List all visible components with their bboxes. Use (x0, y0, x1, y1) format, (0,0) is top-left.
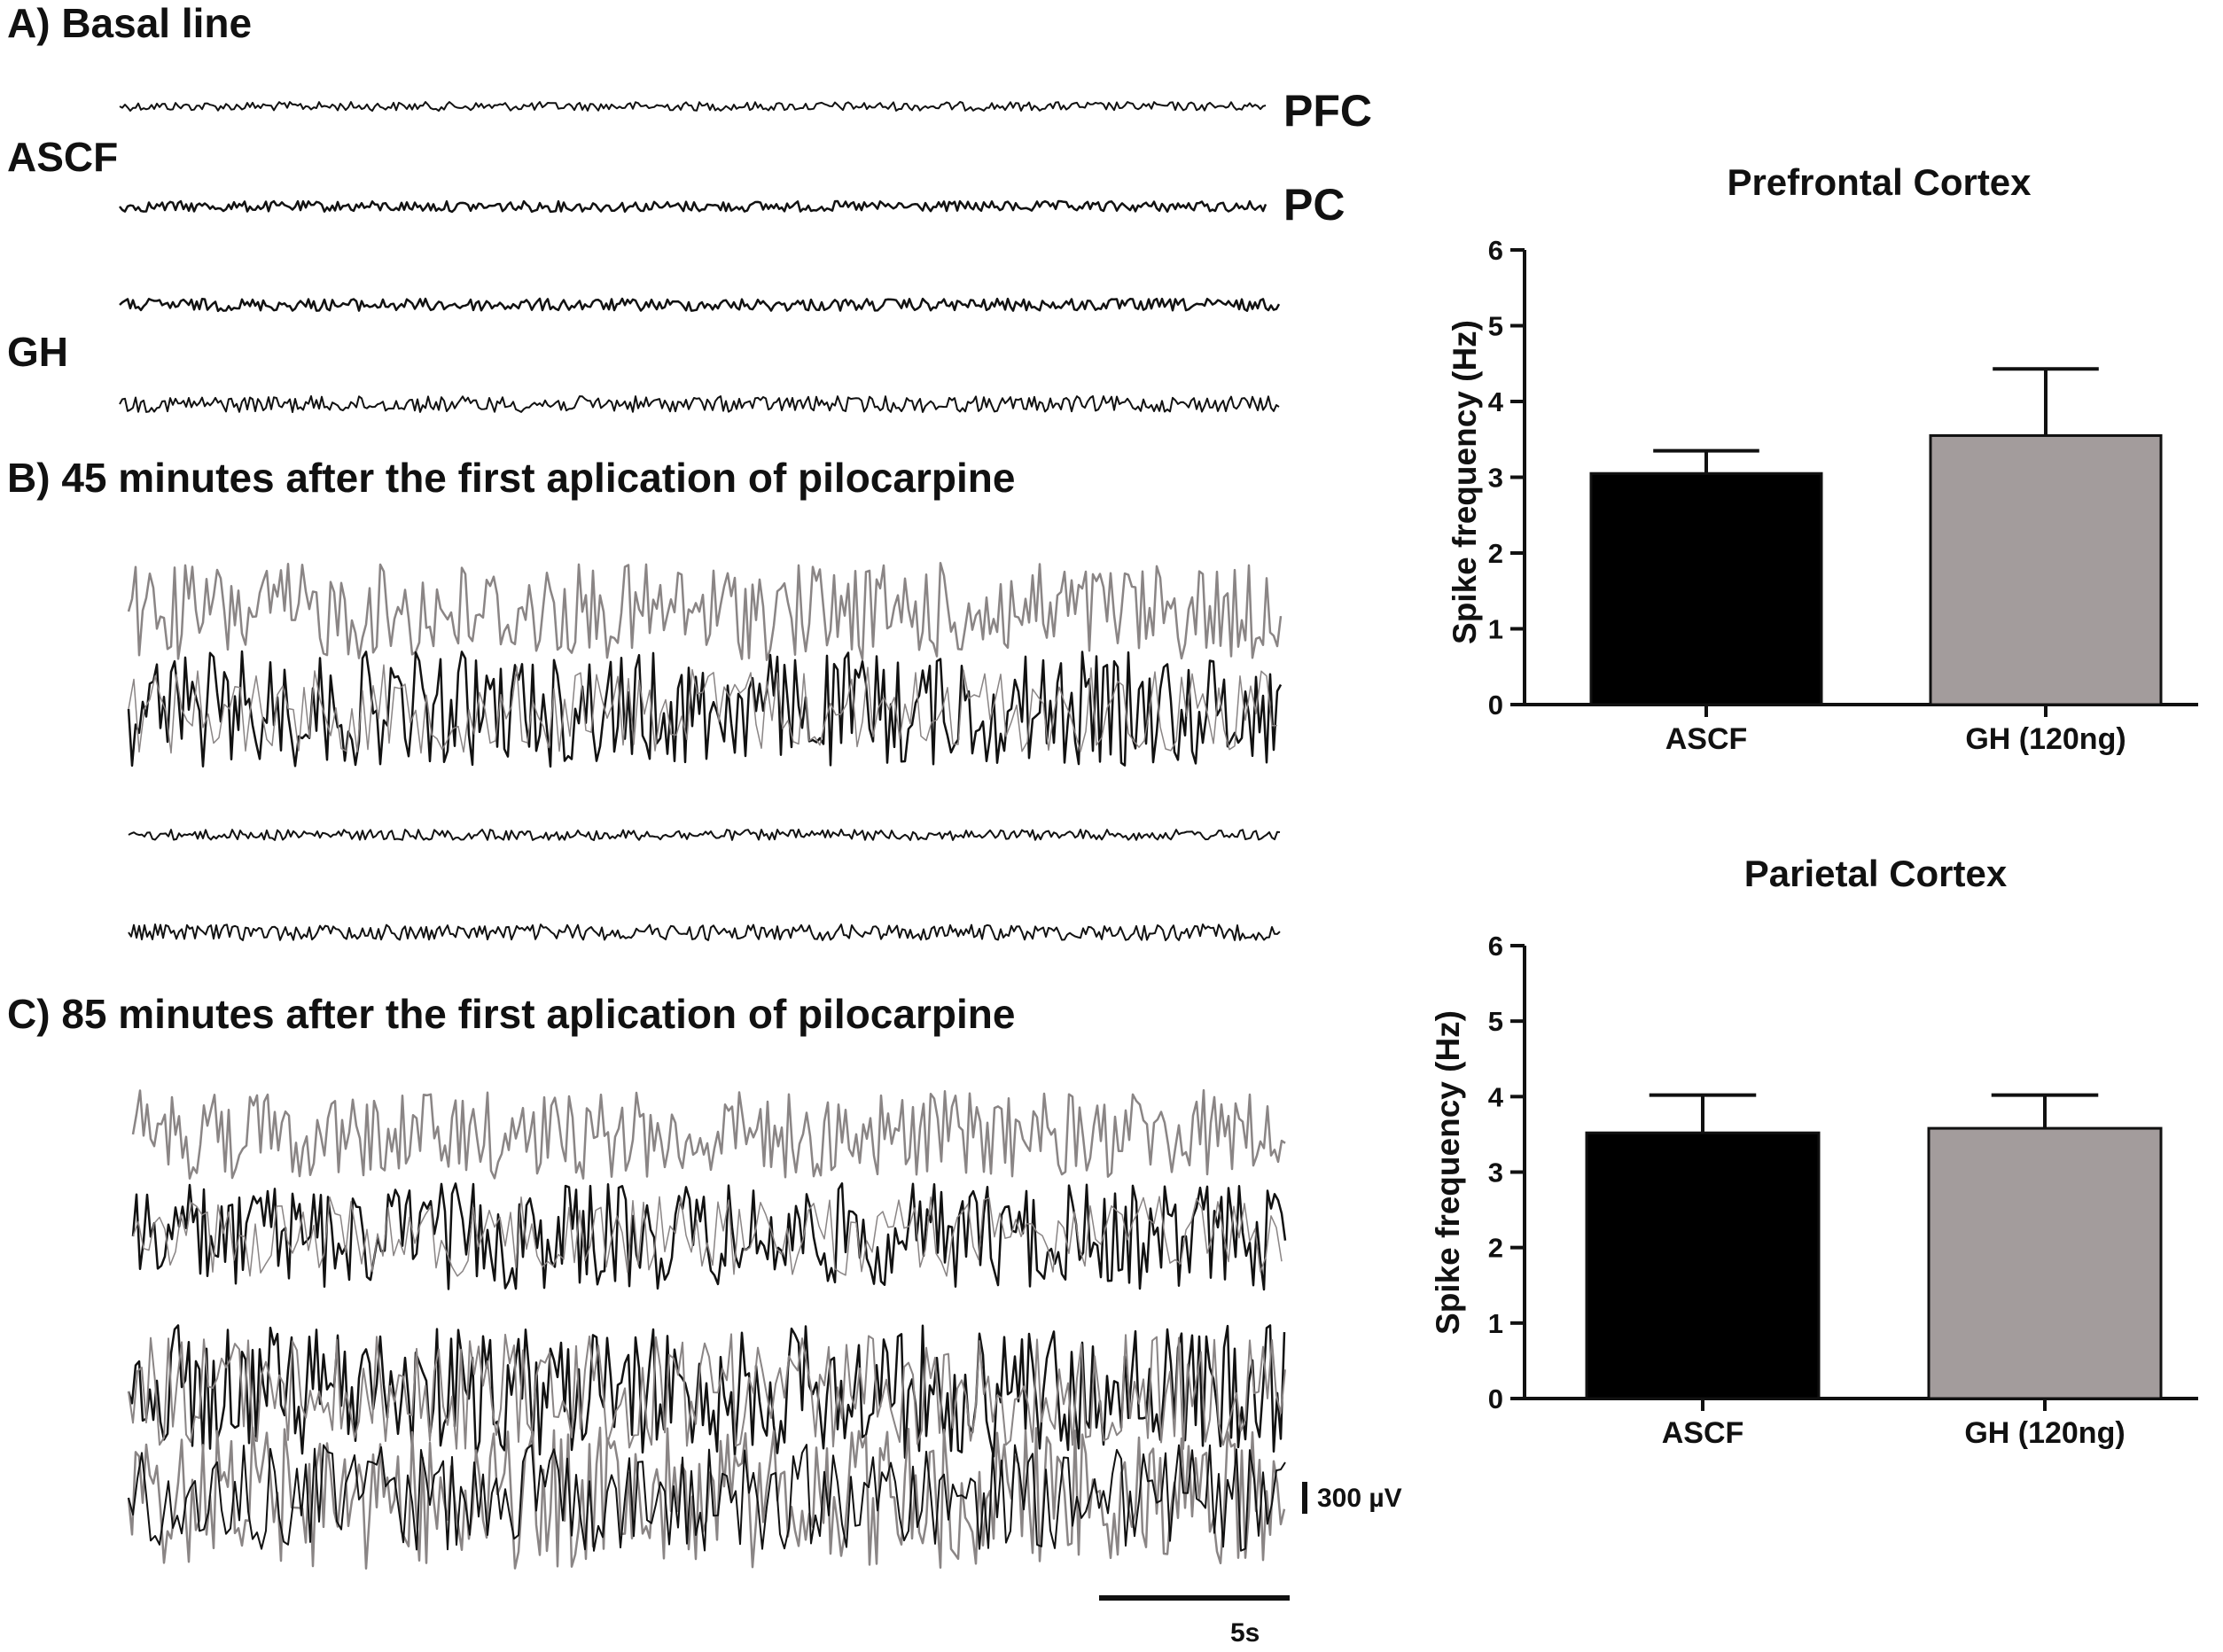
y-tick-label: 0 (1488, 1383, 1503, 1414)
y-tick-label: 4 (1488, 1081, 1504, 1112)
panel-c-title: C) 85 minutes after the first aplication… (7, 991, 1015, 1037)
chart-title: Prefrontal Cortex (1727, 161, 2032, 203)
y-tick-label: 3 (1488, 1157, 1503, 1188)
eeg-trace-b-overlay (128, 664, 1278, 754)
channel-label-pfc: PFC (1283, 86, 1372, 136)
eeg-trace-b-gh-pfc (128, 829, 1281, 841)
y-tick-label: 3 (1488, 463, 1503, 494)
eeg-trace-c-gh-pc-overlay (128, 1444, 1286, 1552)
group-label-ascf: ASCF (7, 134, 118, 180)
bar-gh-120ng (1927, 1126, 2163, 1400)
chart-parietal-cortex: Parietal Cortex Spike frequency (Hz) 0 1 2… (1430, 853, 2198, 1450)
x-tick-label-gh-120ng: GH (120ng) (1965, 722, 2126, 756)
y-tick-label: 4 (1488, 386, 1504, 417)
time-scale-label: 5s (1230, 1618, 1260, 1648)
eeg-trace-c-gh-pfc (127, 1324, 1286, 1459)
scale-bars: 300 µV 5s (1099, 1482, 1402, 1648)
group-label-gh: GH (7, 329, 68, 375)
x-tick-label-ascf: ASCF (1662, 1416, 1744, 1450)
panel-a-title: A) Basal line (7, 0, 252, 46)
eeg-trace-c-ascf-pc (131, 1182, 1287, 1291)
eeg-trace-a-gh-pc (119, 395, 1280, 413)
eeg-traces (119, 101, 1287, 1570)
eeg-trace-a-ascf-pfc (119, 101, 1267, 112)
y-axis-label: Spike frequency (Hz) (1430, 1010, 1466, 1335)
y-tick-label: 1 (1488, 1308, 1503, 1339)
y-tick-label: 1 (1488, 614, 1503, 645)
y-tick-label: 0 (1488, 690, 1503, 721)
panel-b-title: B) 45 minutes after the first aplication… (7, 455, 1015, 501)
x-tick-label-ascf: ASCF (1665, 722, 1748, 756)
eeg-trace-c-gh-pfc-overlay (128, 1333, 1286, 1450)
eeg-trace-a-gh-pfc (119, 297, 1281, 313)
eeg-trace-b-gh-pc (128, 923, 1281, 941)
channel-label-pc: PC (1283, 180, 1345, 230)
y-tick-label: 2 (1488, 538, 1503, 569)
chart-prefrontal-cortex: Prefrontal Cortex Spike frequency (Hz) 0… (1447, 161, 2198, 756)
eeg-trace-b-ascf-pfc (127, 561, 1283, 661)
y-tick-label: 5 (1488, 311, 1503, 342)
chart-title: Parietal Cortex (1744, 853, 2008, 894)
eeg-trace-a-ascf-pc (119, 199, 1268, 214)
bar-ascf (1589, 471, 1823, 706)
eeg-trace-c-ascf-pfc (131, 1088, 1286, 1180)
y-tick-label: 6 (1488, 235, 1503, 266)
bar-gh-120ng (1929, 433, 2163, 706)
y-tick-label: 5 (1488, 1006, 1503, 1037)
bar-ascf (1585, 1131, 1821, 1400)
eeg-trace-b-ascf-pc (127, 650, 1283, 768)
x-tick-label-gh-120ng: GH (120ng) (1964, 1416, 2125, 1450)
y-tick-label: 2 (1488, 1233, 1503, 1264)
eeg-trace-c-overlay (132, 1196, 1283, 1277)
y-tick-label: 6 (1488, 931, 1503, 962)
y-axis-label: Spike frequency (Hz) (1447, 320, 1483, 644)
voltage-scale-label: 300 µV (1317, 1484, 1402, 1513)
